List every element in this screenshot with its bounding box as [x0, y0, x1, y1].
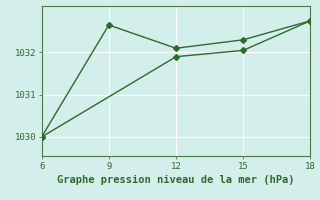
X-axis label: Graphe pression niveau de la mer (hPa): Graphe pression niveau de la mer (hPa): [57, 175, 295, 185]
